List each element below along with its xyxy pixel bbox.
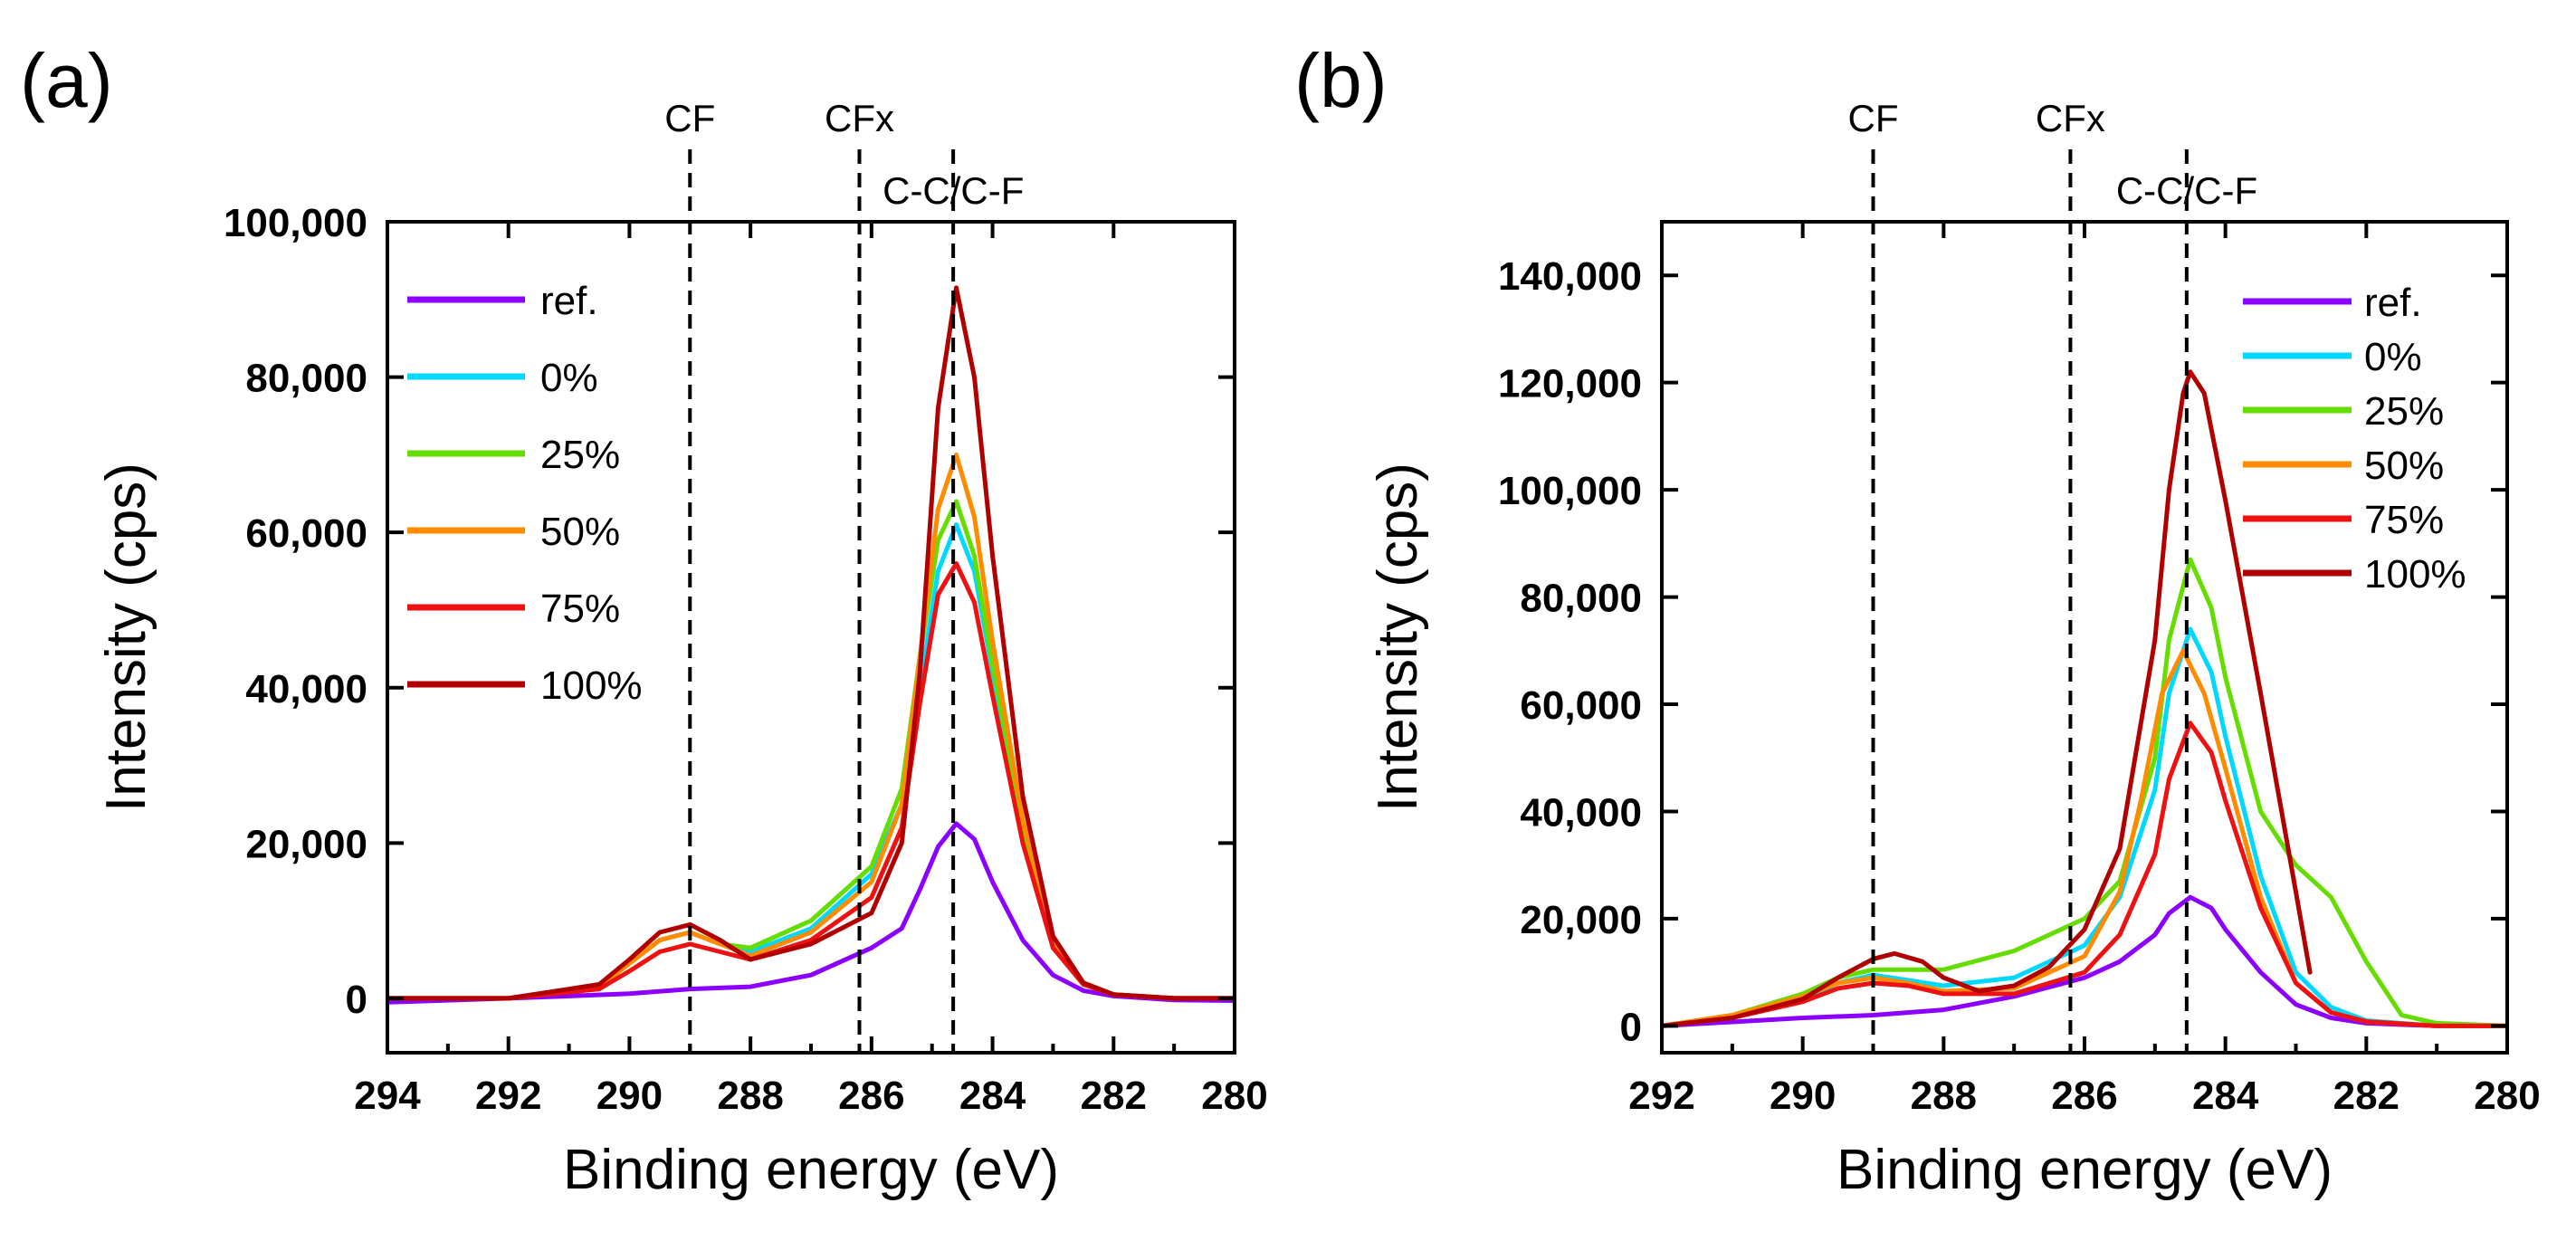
panel-b: (b) CF CFx C-C/C-F 292 290 288 286 284 282 280 0 20,…: [1294, 38, 2541, 1201]
x-tick-label: 282: [2333, 1074, 2399, 1118]
y-tick-label: 80,000: [245, 357, 367, 401]
legend-label: 25%: [540, 433, 620, 477]
x-axis-title: Binding energy (eV): [1837, 1139, 2333, 1201]
reference-label: CFx: [2036, 97, 2105, 139]
y-axis-title: Intensity (cps): [95, 463, 157, 812]
panel-label: (b): [1294, 38, 1388, 123]
panel-label: (a): [20, 38, 113, 123]
y-tick-label: 60,000: [245, 511, 367, 556]
panel-a: (a) CF CFx C-C/C-F 294 292 290 288 286 284 282 280 0…: [20, 38, 1268, 1201]
x-tick-label: 288: [717, 1074, 783, 1118]
x-tick-label: 280: [1201, 1074, 1267, 1118]
x-tick-label: 286: [838, 1074, 904, 1118]
y-tick-label: 40,000: [245, 667, 367, 711]
y-tick-label: 20,000: [1520, 898, 1642, 942]
x-tick-label: 294: [354, 1074, 421, 1118]
y-tick-label: 60,000: [1520, 683, 1642, 728]
legend-label: 0%: [540, 356, 598, 400]
x-axis-title: Binding energy (eV): [563, 1139, 1059, 1201]
y-tick-label: 100,000: [224, 201, 367, 245]
x-tick-label: 290: [1770, 1074, 1836, 1118]
legend-label: 100%: [540, 663, 643, 708]
reference-label: CFx: [825, 97, 894, 139]
legend-label: 100%: [2364, 552, 2466, 597]
x-tick-label: 290: [596, 1074, 663, 1118]
legend-label: 25%: [2364, 389, 2444, 434]
x-tick-label: 284: [959, 1074, 1026, 1118]
series-line-100: [1662, 369, 2313, 1028]
series-line-75: [1662, 721, 2507, 1028]
y-tick-label: 0: [1620, 1005, 1642, 1049]
y-tick-label: 140,000: [1498, 254, 1642, 299]
series-line-100: [387, 285, 1235, 1001]
series-line-50: [387, 452, 1235, 1001]
reference-label: CF: [664, 97, 715, 139]
x-tick-label: 292: [475, 1074, 541, 1118]
reference-label: CF: [1848, 97, 1899, 139]
legend-label: 75%: [540, 587, 620, 631]
x-tick-label: 284: [2192, 1074, 2259, 1118]
x-tick-label: 286: [2051, 1074, 2117, 1118]
y-tick-label: 0: [346, 978, 367, 1022]
series-line-0: [387, 522, 1235, 1001]
x-tick-label: 288: [1911, 1074, 1977, 1118]
x-tick-label: 292: [1628, 1074, 1694, 1118]
x-tick-label: 280: [2474, 1074, 2540, 1118]
y-tick-label: 40,000: [1520, 790, 1642, 835]
series-line-ref: [387, 821, 1235, 1005]
y-tick-label: 80,000: [1520, 577, 1642, 621]
legend-label: ref.: [540, 279, 598, 323]
y-axis-title: Intensity (cps): [1367, 463, 1429, 812]
legend-label: 50%: [540, 510, 620, 554]
legend-label: ref.: [2364, 281, 2422, 325]
series-line-25: [387, 499, 1235, 1001]
legend: ref. 0% 25% 50% 75% 100%: [407, 279, 643, 708]
legend-label: 50%: [2364, 444, 2444, 488]
series-line-0: [1662, 626, 2507, 1028]
reference-label: C-C/C-F: [883, 169, 1024, 212]
y-tick-label: 20,000: [245, 822, 367, 866]
reference-label: C-C/C-F: [2116, 169, 2257, 212]
y-tick-label: 120,000: [1498, 362, 1642, 406]
legend-label: 0%: [2364, 335, 2422, 379]
series-line-ref: [1662, 894, 2507, 1028]
x-tick-label: 282: [1081, 1074, 1147, 1118]
series-group: [387, 285, 1235, 1005]
y-tick-label: 100,000: [1498, 469, 1642, 513]
series-group: [1662, 369, 2507, 1028]
legend: ref. 0% 25% 50% 75% 100%: [2243, 281, 2466, 597]
legend-label: 75%: [2364, 498, 2444, 542]
